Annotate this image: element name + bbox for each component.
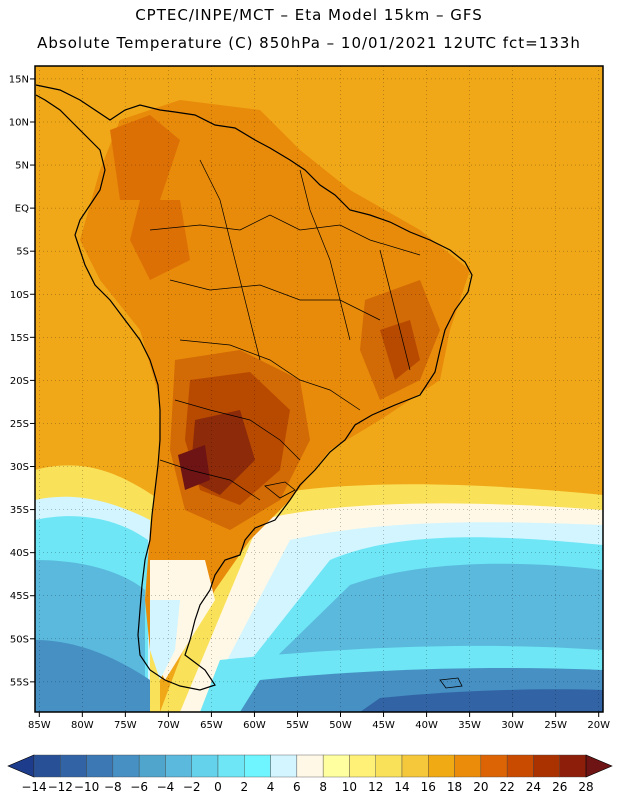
lat-tick-label: 45S — [10, 591, 29, 602]
lat-tick-label: 10S — [10, 290, 29, 301]
colorbar-swatch — [559, 754, 587, 778]
country-border — [169, 279, 381, 321]
country-border — [199, 159, 261, 361]
map-subtitle: Absolute Temperature (C) 850hPa – 10/01/… — [37, 34, 581, 52]
lon-tick-label: 75W — [114, 720, 137, 731]
lat-tick-label: 35S — [10, 505, 29, 516]
colorbar-swatch — [322, 754, 350, 778]
colorbar-label: 14 — [394, 780, 409, 794]
colorbar-label: −6 — [130, 780, 148, 794]
lon-tick-label: 25W — [544, 720, 567, 731]
lat-tick-label: 15N — [9, 74, 29, 85]
lon-tick-label: 45W — [372, 720, 395, 731]
lon-tick-label: 80W — [71, 720, 94, 731]
lon-tick-label: 85W — [28, 720, 51, 731]
colorbar-swatch — [33, 754, 61, 778]
colorbar-swatch — [138, 754, 166, 778]
island-outline — [264, 481, 296, 499]
colorbar-label: −8 — [104, 780, 122, 794]
colorbar-label: 22 — [500, 780, 515, 794]
lon-tick-label: 50W — [329, 720, 352, 731]
lat-tick-label: 20S — [10, 376, 29, 387]
colorbar-swatch — [270, 754, 298, 778]
map-title: CPTEC/INPE/MCT – Eta Model 15km – GFS — [135, 6, 483, 24]
colorbar-label: 10 — [342, 780, 357, 794]
colorbar-label: 18 — [447, 780, 462, 794]
lat-tick-label: 5N — [15, 161, 29, 172]
colorbar-swatch — [480, 754, 508, 778]
colorbar-label: 6 — [293, 780, 301, 794]
colorbar-label: 12 — [368, 780, 383, 794]
lon-tick-label: 60W — [243, 720, 266, 731]
lat-tick-label: 25S — [10, 419, 29, 430]
lat-tick-label: EQ — [15, 204, 29, 215]
lat-tick-label: 30S — [10, 462, 29, 473]
country-border — [149, 214, 421, 256]
map-frame — [34, 65, 604, 713]
colorbar-label: 26 — [552, 780, 567, 794]
lon-tick-label: 20W — [587, 720, 610, 731]
colorbar-swatch — [454, 754, 482, 778]
lat-tick-label: 55S — [10, 677, 29, 688]
colorbar-swatch — [428, 754, 455, 778]
lat-tick-label: 10N — [9, 117, 29, 128]
colorbar-swatch — [60, 754, 87, 778]
colorbar-arrow-right — [585, 754, 613, 778]
lon-tick-label: 65W — [200, 720, 223, 731]
colorbar-label: −14 — [21, 780, 46, 794]
colorbar-label: 4 — [267, 780, 275, 794]
colorbar-arrow-left — [7, 754, 35, 778]
colorbar-swatch — [506, 754, 534, 778]
colorbar-swatch — [165, 754, 192, 778]
colorbar-swatch — [191, 754, 219, 778]
lat-tick-label: 50S — [10, 634, 29, 645]
lat-lon-grid — [35, 66, 603, 712]
country-border — [299, 169, 351, 341]
colorbar-label: 0 — [214, 780, 222, 794]
country-border — [174, 399, 301, 461]
axis-ticks: 85W 80W 75W 70W 65W 60W 55W 50W 45W 40W 35W 30W 25W 2… — [9, 74, 610, 731]
colorbar-label: −4 — [157, 780, 175, 794]
colorbar-label: −10 — [74, 780, 99, 794]
colorbar-label: 28 — [578, 780, 593, 794]
colorbar-label: −12 — [48, 780, 73, 794]
map-field — [35, 66, 603, 712]
colorbar-swatch — [375, 754, 403, 778]
colorbar-swatch — [112, 754, 140, 778]
colorbar-swatch — [401, 754, 429, 778]
country-border — [379, 249, 411, 371]
colorbar: −14 −12 −10 −8 −6 −4 −2 0 2 4 6 8 10 12 14 16 18 20 22 24 26… — [7, 754, 613, 794]
colorbar-swatch — [349, 754, 376, 778]
country-border — [159, 459, 261, 501]
colorbar-label: −2 — [183, 780, 201, 794]
lon-tick-label: 40W — [415, 720, 438, 731]
colorbar-label: 16 — [421, 780, 436, 794]
lon-tick-label: 55W — [286, 720, 309, 731]
lat-tick-label: 15S — [10, 333, 29, 344]
colorbar-label: 2 — [240, 780, 248, 794]
colorbar-swatch — [244, 754, 271, 778]
lon-tick-label: 70W — [157, 720, 180, 731]
island-outline — [439, 677, 463, 689]
colorbar-swatch — [86, 754, 114, 778]
colorbar-swatch — [533, 754, 560, 778]
coastline — [35, 84, 473, 691]
country-border — [179, 339, 361, 411]
colorbar-swatch — [217, 754, 245, 778]
lat-tick-label: 40S — [10, 548, 29, 559]
lat-tick-label: 5S — [16, 247, 29, 258]
colorbar-label: 20 — [473, 780, 488, 794]
colorbar-swatch — [296, 754, 324, 778]
lon-tick-label: 35W — [458, 720, 481, 731]
colorbar-label: 24 — [526, 780, 541, 794]
colorbar-label: 8 — [319, 780, 327, 794]
lon-tick-label: 30W — [501, 720, 524, 731]
